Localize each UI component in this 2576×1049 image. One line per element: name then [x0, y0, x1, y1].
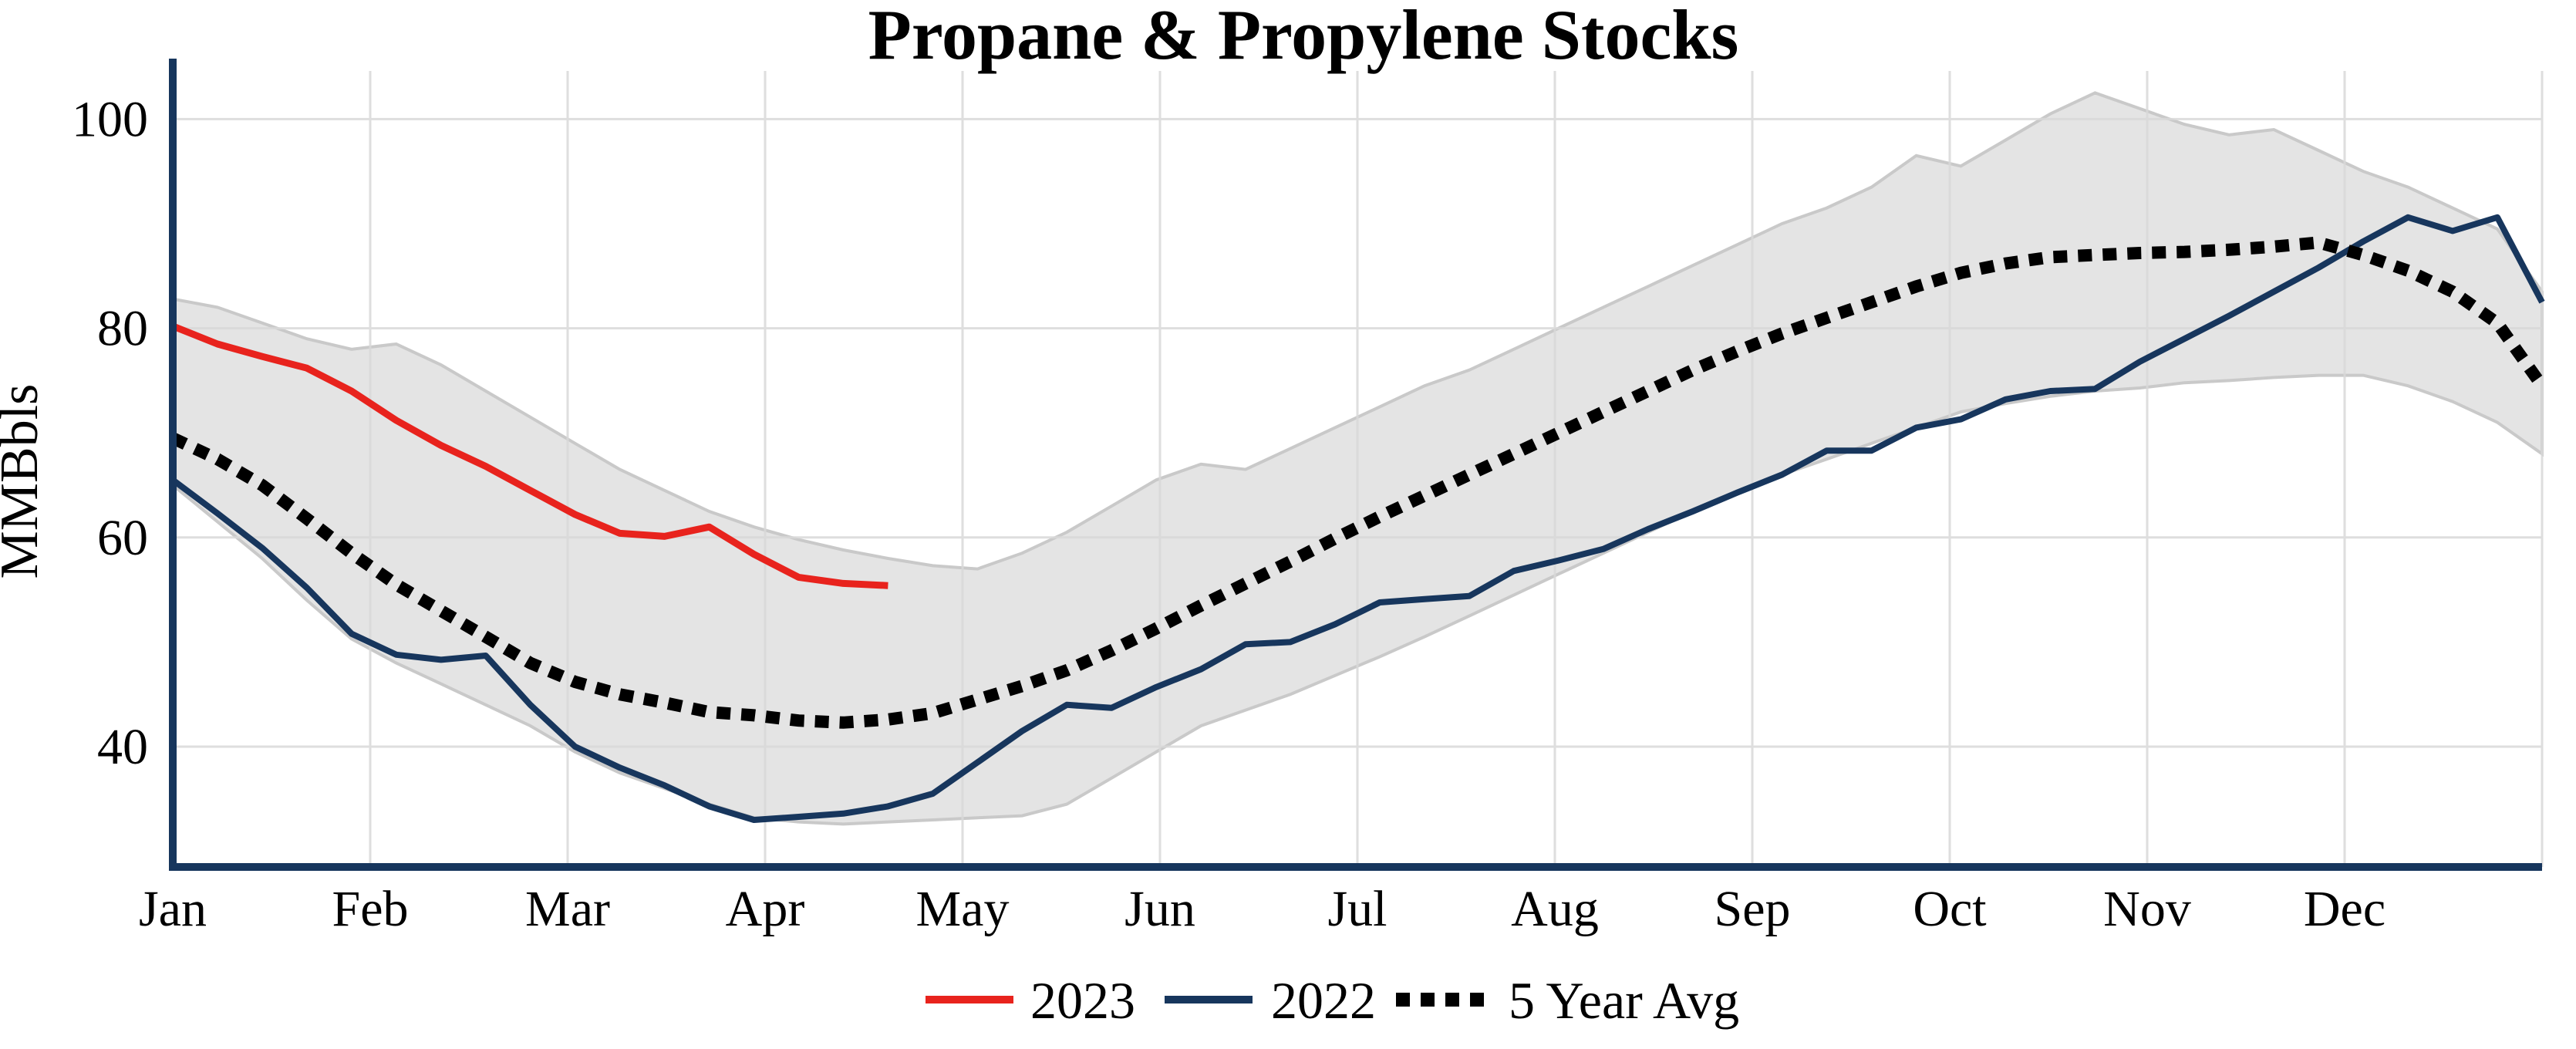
- legend-item-2023: 2023: [926, 971, 1135, 1030]
- x-tick-Sep: Sep: [1715, 881, 1791, 937]
- x-tick-Mar: Mar: [525, 881, 610, 937]
- axis-spines: [169, 59, 2542, 871]
- x-tick-Feb: Feb: [332, 881, 409, 937]
- x-tick-Jun: Jun: [1124, 881, 1195, 937]
- y-tick-60: 60: [97, 510, 148, 566]
- x-tick-Jul: Jul: [1327, 881, 1387, 937]
- x-tick-Jan: Jan: [139, 881, 207, 937]
- legend: 2023 2022 5 Year Avg: [926, 971, 1739, 1030]
- legend-2022-label: 2022: [1271, 971, 1376, 1030]
- chart-title: Propane & Propylene Stocks: [868, 0, 1739, 74]
- x-tick-Oct: Oct: [1913, 881, 1986, 937]
- x-tick-Apr: Apr: [726, 881, 805, 937]
- legend-2023-label: 2023: [1030, 971, 1135, 1030]
- y-axis-labels: 40 60 80 100: [72, 91, 148, 775]
- legend-item-2022: 2022: [1165, 971, 1376, 1030]
- x-tick-Nov: Nov: [2103, 881, 2191, 937]
- legend-5yr-avg-label: 5 Year Avg: [1509, 971, 1739, 1030]
- legend-item-5yr-avg: 5 Year Avg: [1396, 971, 1739, 1030]
- line-2022: [170, 214, 2545, 823]
- x-tick-Aug: Aug: [1511, 881, 1599, 937]
- grid-layer: [173, 71, 2544, 867]
- y-tick-100: 100: [72, 91, 148, 147]
- y-axis-label: MMBbls: [0, 384, 49, 579]
- x-tick-Dec: Dec: [2304, 881, 2385, 937]
- line-2023: [171, 322, 888, 589]
- y-tick-80: 80: [97, 301, 148, 357]
- x-axis-labels: Jan Feb Mar Apr May Jun Jul Aug Sep Oct Nov Dec: [139, 881, 2385, 937]
- y-tick-40: 40: [97, 719, 148, 775]
- x-tick-May: May: [916, 881, 1010, 937]
